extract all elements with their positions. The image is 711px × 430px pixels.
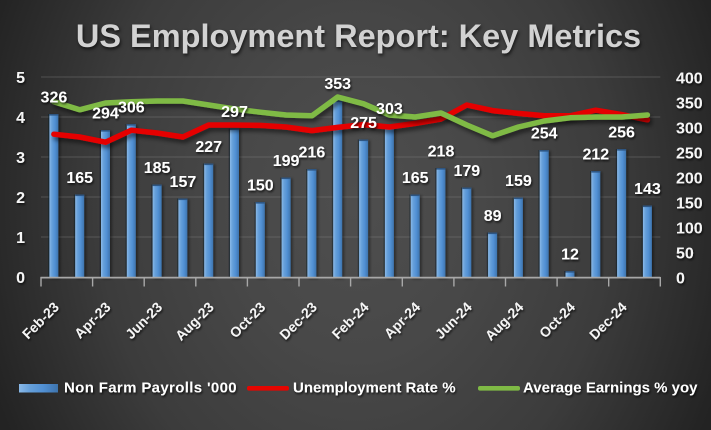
svg-text:216: 216 (299, 145, 326, 162)
svg-text:165: 165 (66, 170, 93, 187)
svg-text:0: 0 (676, 271, 685, 288)
svg-text:Apr-23: Apr-23 (71, 299, 114, 342)
svg-text:227: 227 (195, 139, 222, 156)
svg-text:150: 150 (247, 178, 274, 195)
svg-text:200: 200 (676, 171, 703, 188)
svg-text:3: 3 (16, 150, 25, 167)
svg-text:306: 306 (118, 100, 145, 117)
svg-text:Oct-24: Oct-24 (536, 299, 578, 341)
svg-text:303: 303 (376, 101, 403, 118)
svg-text:350: 350 (676, 96, 703, 113)
svg-text:Jun-24: Jun-24 (432, 299, 475, 342)
svg-text:Jun-23: Jun-23 (122, 299, 165, 342)
svg-text:157: 157 (170, 174, 197, 191)
svg-text:212: 212 (582, 147, 609, 164)
svg-text:250: 250 (676, 146, 703, 163)
svg-text:Aug-23: Aug-23 (172, 299, 217, 344)
svg-text:Unemployment Rate %: Unemployment Rate % (293, 380, 456, 397)
svg-text:Feb-23: Feb-23 (19, 299, 62, 342)
svg-text:Oct-23: Oct-23 (226, 299, 268, 341)
svg-text:294: 294 (92, 106, 119, 123)
svg-text:199: 199 (273, 153, 300, 170)
svg-text:0: 0 (16, 270, 25, 287)
svg-text:Dec-23: Dec-23 (276, 299, 320, 343)
svg-text:50: 50 (676, 246, 694, 263)
svg-text:297: 297 (221, 104, 248, 121)
svg-text:326: 326 (41, 90, 68, 107)
svg-text:100: 100 (676, 221, 703, 238)
svg-text:Feb-24: Feb-24 (328, 299, 371, 342)
svg-text:143: 143 (634, 181, 661, 198)
svg-text:150: 150 (676, 196, 703, 213)
svg-text:12: 12 (561, 247, 579, 264)
svg-text:Apr-24: Apr-24 (381, 299, 424, 342)
svg-text:185: 185 (144, 160, 171, 177)
svg-text:179: 179 (453, 163, 480, 180)
svg-text:Aug-24: Aug-24 (482, 299, 527, 344)
svg-text:300: 300 (676, 121, 703, 138)
svg-text:254: 254 (531, 126, 558, 143)
svg-text:5: 5 (16, 70, 25, 87)
svg-text:400: 400 (676, 71, 703, 88)
svg-text:159: 159 (505, 173, 532, 190)
svg-text:353: 353 (324, 76, 351, 93)
svg-text:Dec-24: Dec-24 (586, 299, 630, 343)
svg-text:Average Earnings % yoy: Average Earnings % yoy (523, 380, 698, 397)
svg-text:256: 256 (608, 125, 635, 142)
svg-text:1: 1 (16, 230, 25, 247)
svg-text:165: 165 (402, 170, 429, 187)
svg-text:Non Farm Payrolls '000: Non Farm Payrolls '000 (64, 380, 237, 397)
svg-text:218: 218 (428, 144, 455, 161)
svg-text:275: 275 (350, 115, 377, 132)
svg-text:2: 2 (16, 190, 25, 207)
svg-text:4: 4 (16, 110, 25, 127)
svg-text:89: 89 (484, 208, 502, 225)
